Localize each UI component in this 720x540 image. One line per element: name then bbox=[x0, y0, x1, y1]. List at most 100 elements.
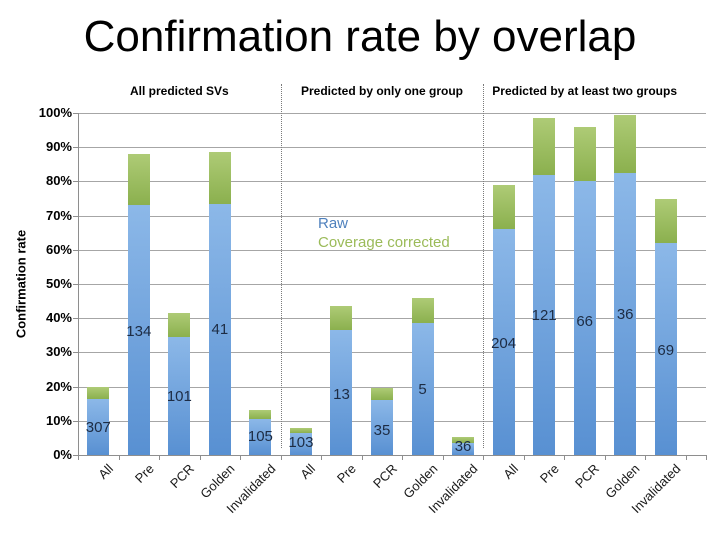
y-axis-tick bbox=[73, 215, 78, 217]
panel-divider bbox=[280, 84, 282, 448]
x-category-label: Pre bbox=[334, 461, 360, 486]
x-axis-tick bbox=[321, 455, 323, 460]
bar-count-label: 134 bbox=[126, 322, 152, 340]
bar-corrected-segment bbox=[87, 386, 110, 399]
y-tick-label: 70% bbox=[45, 207, 72, 223]
bar-raw-segment bbox=[87, 398, 110, 455]
x-axis-tick bbox=[159, 455, 161, 460]
bar-corrected-segment bbox=[330, 306, 353, 331]
bar-corrected-segment bbox=[208, 152, 231, 204]
bar-count-label: 69 bbox=[657, 341, 675, 359]
bar-corrected-segment bbox=[452, 437, 475, 444]
x-category-label: PCR bbox=[166, 461, 197, 492]
gridline bbox=[78, 147, 706, 149]
y-axis-tick bbox=[73, 284, 78, 285]
bar-count-label: 121 bbox=[531, 307, 557, 325]
panel-header: All predicted SVs bbox=[129, 84, 229, 98]
bar-count-label: 103 bbox=[288, 434, 314, 452]
panel-header: Predicted by only one group bbox=[300, 84, 464, 98]
y-axis-tick bbox=[73, 455, 78, 456]
x-axis-tick bbox=[361, 455, 363, 460]
y-axis-tick bbox=[73, 386, 78, 388]
x-axis-tick bbox=[523, 455, 525, 460]
x-category-label: Pre bbox=[131, 461, 157, 486]
panel-divider bbox=[483, 84, 485, 448]
bar-raw-segment bbox=[492, 229, 515, 455]
bar-raw-segment bbox=[330, 330, 353, 455]
x-axis-tick bbox=[686, 455, 687, 460]
y-axis-tick bbox=[73, 147, 78, 149]
gridline bbox=[78, 352, 706, 354]
x-category-label: All bbox=[297, 461, 319, 482]
bar-raw-segment bbox=[371, 400, 393, 455]
bar-corrected-segment bbox=[289, 427, 312, 433]
y-axis-tick bbox=[73, 113, 78, 114]
y-tick-label: 20% bbox=[45, 378, 72, 394]
y-tick-label: 90% bbox=[45, 139, 72, 155]
x-axis-tick bbox=[78, 455, 79, 460]
x-axis-tick bbox=[199, 455, 201, 460]
y-axis-tick bbox=[73, 181, 78, 183]
bar-raw-segment bbox=[452, 443, 475, 455]
x-category-label: PCR bbox=[369, 461, 400, 492]
x-axis-tick bbox=[240, 455, 242, 460]
bar-raw-segment bbox=[614, 172, 637, 455]
gridline bbox=[78, 386, 706, 388]
gridline bbox=[78, 113, 706, 114]
bar-raw-segment bbox=[533, 174, 556, 455]
y-tick-label: 50% bbox=[45, 276, 72, 291]
y-tick-label: 80% bbox=[45, 173, 72, 189]
gridline bbox=[78, 249, 706, 251]
y-axis-tick bbox=[73, 420, 78, 422]
x-axis-tick bbox=[706, 455, 707, 460]
bar-count-label: 5 bbox=[418, 381, 427, 399]
bar-corrected-segment bbox=[411, 297, 434, 324]
y-tick-label: 40% bbox=[45, 310, 72, 326]
panel-header: Predicted by at least two groups bbox=[492, 84, 678, 98]
bar-corrected-segment bbox=[371, 388, 393, 401]
x-category-label: PCR bbox=[572, 461, 603, 492]
y-axis-tick bbox=[73, 249, 78, 251]
gridline bbox=[78, 284, 706, 285]
y-tick-label: 10% bbox=[45, 412, 72, 428]
x-axis-tick bbox=[442, 455, 444, 460]
x-category-label: Golden bbox=[197, 461, 238, 502]
bar-corrected-segment bbox=[573, 126, 596, 182]
bar-count-label: 307 bbox=[85, 418, 111, 436]
legend: Raw Coverage corrected bbox=[318, 214, 450, 252]
bar-raw-segment bbox=[289, 432, 312, 455]
bar-raw-segment bbox=[573, 181, 596, 455]
bar-count-label: 105 bbox=[247, 427, 273, 445]
bar-raw-segment bbox=[168, 337, 191, 455]
x-axis-tick bbox=[564, 455, 566, 460]
bar-raw-segment bbox=[208, 203, 231, 455]
bar-count-label: 101 bbox=[166, 387, 192, 405]
bar-raw-segment bbox=[127, 205, 150, 455]
bar-count-label: 66 bbox=[576, 312, 593, 330]
x-axis-tick bbox=[483, 455, 485, 460]
bar-raw-segment bbox=[411, 323, 434, 455]
bar-count-label: 204 bbox=[491, 334, 517, 352]
y-tick-label: 30% bbox=[45, 344, 72, 360]
bar-corrected-segment bbox=[654, 198, 677, 243]
bar-corrected-segment bbox=[492, 184, 515, 230]
bar-count-label: 36 bbox=[616, 305, 634, 323]
x-axis-tick bbox=[604, 455, 606, 460]
legend-raw-label: Raw bbox=[318, 215, 349, 232]
bar-corrected-segment bbox=[127, 154, 150, 206]
x-axis-line bbox=[78, 455, 706, 456]
legend-coverage-corrected-label: Coverage corrected bbox=[318, 234, 450, 251]
x-category-label: All bbox=[500, 461, 522, 482]
bar-raw-segment bbox=[654, 242, 677, 455]
bar-count-label: 41 bbox=[211, 321, 229, 339]
bar-corrected-segment bbox=[249, 409, 272, 420]
y-tick-label: 60% bbox=[45, 241, 72, 257]
bar-count-label: 13 bbox=[333, 386, 350, 404]
x-category-label: Pre bbox=[536, 461, 562, 486]
y-axis-tick bbox=[73, 352, 78, 354]
y-tick-label: 0% bbox=[53, 447, 72, 462]
x-category-label: All bbox=[95, 461, 116, 482]
x-axis-tick bbox=[280, 455, 282, 460]
bar-corrected-segment bbox=[614, 114, 637, 173]
